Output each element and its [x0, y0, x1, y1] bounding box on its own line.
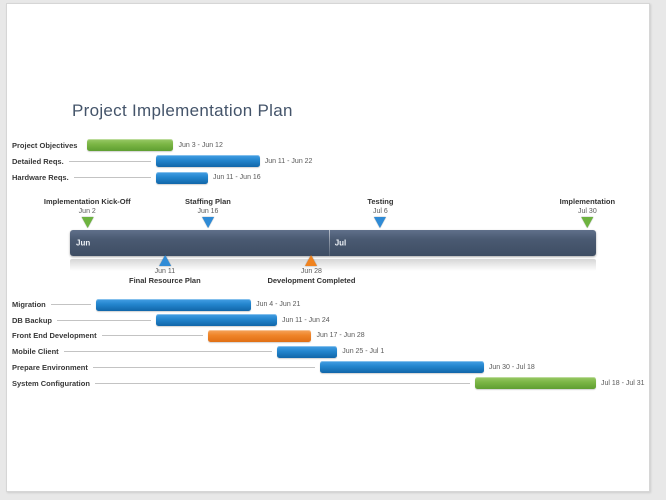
task-bar[interactable]: [156, 171, 208, 184]
milestone-below: Jun 11 Final Resource Plan: [129, 255, 201, 286]
milestone-marker-icon[interactable]: [374, 217, 387, 228]
task-label-wrap: Mobile Client: [12, 346, 275, 358]
month-label: Jul: [334, 238, 347, 248]
task-label: Migration: [12, 300, 46, 309]
task-row: System Configuration Jul 18 - Jul 31: [0, 377, 666, 389]
task-label: Detailed Reqs.: [12, 156, 64, 166]
milestone-above: Implementation Kick-Off Jun 2: [44, 197, 131, 228]
task-row: Hardware Reqs. Jun 11 - Jun 16: [0, 171, 666, 184]
milestone-label: Testing: [367, 197, 394, 206]
milestone-label: Implementation Kick-Off: [43, 197, 131, 206]
milestone-date: Jul 6: [373, 208, 388, 215]
task-bar[interactable]: [156, 155, 260, 168]
task-dates: Jun 11 - Jun 22: [264, 157, 313, 165]
leader-line: [68, 160, 152, 162]
task-bar[interactable]: [95, 298, 252, 311]
timeline-band[interactable]: Jun Jul: [70, 230, 596, 256]
milestone-marker-icon[interactable]: [158, 255, 171, 266]
task-label: Mobile Client: [12, 347, 59, 357]
task-row: Prepare Environment Jun 30 - Jul 18: [0, 361, 666, 374]
task-bar[interactable]: [87, 139, 174, 151]
task-label-wrap: Project Objectives: [12, 139, 85, 151]
leader-line: [94, 382, 471, 384]
leader-line: [50, 304, 91, 305]
month-divider: [328, 230, 330, 256]
task-bar[interactable]: [320, 361, 484, 374]
task-bar[interactable]: [156, 314, 277, 327]
leader-line: [73, 177, 152, 179]
task-label-wrap: Detailed Reqs.: [12, 155, 154, 167]
milestone-above: Testing Jul 6: [367, 197, 393, 228]
month-label: Jun: [76, 238, 91, 248]
milestone-below: Jun 28 Development Completed: [267, 255, 355, 286]
milestone-label: Staffing Plan: [185, 197, 231, 206]
milestone-label: Development Completed: [267, 276, 356, 285]
task-dates: Jun 25 - Jul 1: [342, 348, 385, 356]
task-label-wrap: System Configuration: [12, 377, 473, 389]
task-dates: Jun 17 - Jun 28: [316, 332, 365, 340]
task-dates: Jul 18 - Jul 31: [601, 379, 645, 387]
task-row: Detailed Reqs. Jun 11 - Jun 22: [0, 155, 666, 168]
timeline-reflection: [70, 259, 596, 271]
leader-line: [63, 351, 272, 353]
milestone-marker-icon[interactable]: [305, 255, 318, 266]
task-label: System Configuration: [12, 378, 90, 388]
page-title: Project Implementation Plan: [72, 101, 293, 120]
task-bar[interactable]: [207, 329, 312, 342]
task-dates: Jun 4 - Jun 21: [256, 301, 301, 308]
task-label: Prepare Environment: [12, 362, 88, 372]
task-row: DB Backup Jun 11 - Jun 24: [0, 314, 666, 327]
milestone-marker-icon[interactable]: [81, 217, 94, 228]
task-dates: Jun 11 - Jun 24: [281, 316, 330, 324]
leader-line: [92, 366, 316, 368]
milestone-marker-icon[interactable]: [581, 217, 594, 228]
milestone-above: Staffing Plan Jun 16: [185, 197, 231, 228]
task-label: Hardware Reqs.: [12, 173, 69, 183]
leader-line: [57, 319, 152, 321]
milestone-label: Implementation: [559, 197, 616, 206]
milestone-date: Jun 2: [78, 208, 96, 215]
task-row: Front End Development Jun 17 - Jun 28: [0, 329, 666, 342]
task-dates: Jun 30 - Jul 18: [488, 363, 535, 371]
milestone-label: Final Resource Plan: [128, 276, 201, 285]
task-dates: Jun 11 - Jun 16: [212, 174, 261, 182]
task-label-wrap: Prepare Environment: [12, 361, 318, 373]
milestone-above: Implementation Jul 30: [560, 197, 615, 228]
task-bar[interactable]: [475, 377, 596, 389]
milestone-marker-icon[interactable]: [201, 217, 214, 228]
task-label-wrap: Migration: [12, 299, 94, 311]
task-row: Project Objectives Jun 3 - Jun 12: [0, 139, 666, 151]
task-bar[interactable]: [276, 345, 338, 358]
milestone-date: Jun 16: [197, 208, 219, 215]
milestone-date: Jun 11: [154, 268, 176, 275]
task-label-wrap: Front End Development: [12, 330, 206, 342]
task-label-wrap: Hardware Reqs.: [12, 172, 154, 184]
task-dates: Jun 3 - Jun 12: [178, 141, 223, 149]
task-label-wrap: DB Backup: [12, 314, 154, 326]
task-label: DB Backup: [12, 315, 53, 325]
task-row: Mobile Client Jun 25 - Jul 1: [0, 345, 666, 358]
milestone-date: Jun 28: [300, 268, 322, 275]
milestone-date: Jul 30: [578, 208, 597, 215]
task-row: Migration Jun 4 - Jun 21: [0, 298, 666, 311]
leader-line: [101, 335, 203, 337]
task-label: Front End Development: [12, 331, 97, 341]
task-label: Project Objectives: [12, 140, 78, 150]
